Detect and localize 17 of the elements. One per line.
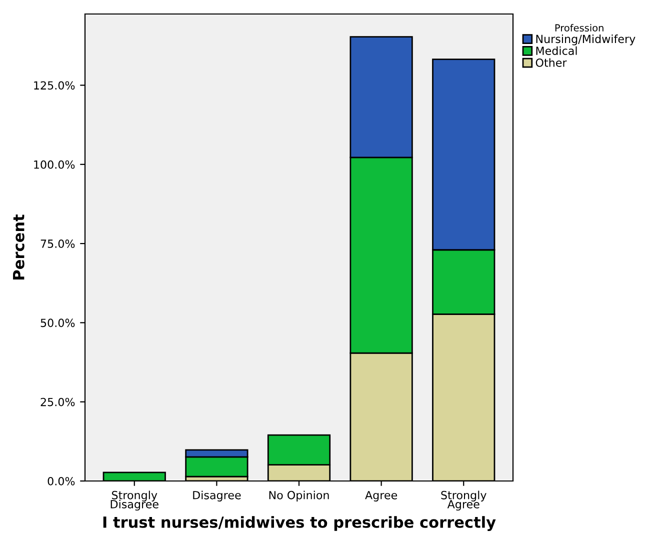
legend-title: Profession bbox=[555, 24, 604, 32]
x-tick-label: Strongly Disagree bbox=[110, 490, 158, 511]
x-tick-label: Agree bbox=[365, 491, 398, 502]
y-axis-title: Percent bbox=[13, 214, 24, 280]
y-tick-label: 50.0% bbox=[40, 318, 75, 328]
x-tick-label: Disagree bbox=[193, 490, 241, 502]
y-tick-label: 25.0% bbox=[40, 398, 75, 406]
y-tick-label: 75.0% bbox=[40, 240, 75, 248]
y-tick-label: 0.0% bbox=[48, 476, 75, 486]
y-tick-label: 125.0% bbox=[34, 81, 75, 90]
y-tick-label: 100.0% bbox=[34, 160, 75, 169]
x-tick-label: Strongly Agree bbox=[441, 490, 486, 511]
x-axis-title: I trust nurses/midwives to prescribe correctly bbox=[103, 516, 496, 531]
legend-label: Nursing/Midwifery bbox=[536, 34, 636, 46]
x-tick-label: No Opinion bbox=[269, 490, 329, 502]
legend-label: Medical bbox=[536, 46, 577, 55]
legend-label: Other bbox=[536, 58, 567, 67]
